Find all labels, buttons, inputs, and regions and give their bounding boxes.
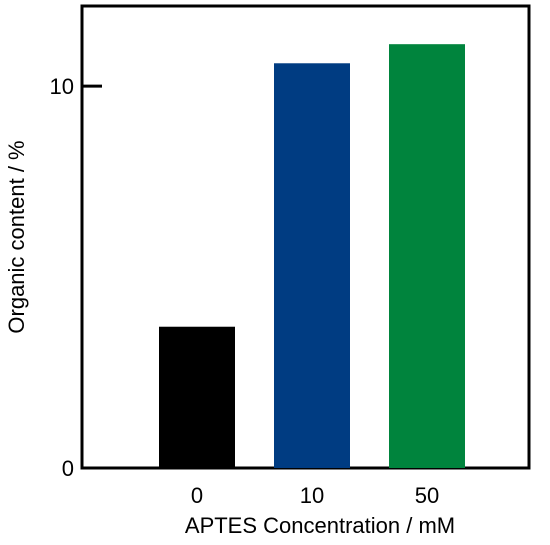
x-axis-label: APTES Concentration / mM <box>185 513 455 538</box>
x-tick-label-0: 0 <box>191 483 203 508</box>
y-axis-label: Organic content / % <box>4 140 29 333</box>
bar-10 <box>274 63 350 468</box>
y-tick-label-0: 0 <box>62 456 74 481</box>
x-tick-label-10: 10 <box>300 483 324 508</box>
y-ticks-group: 0 10 <box>50 74 102 481</box>
bar-0 <box>159 326 235 468</box>
y-tick-label-10: 10 <box>50 74 74 99</box>
bar-50 <box>389 44 465 468</box>
x-tick-label-50: 50 <box>415 483 439 508</box>
x-ticks-group: 0 10 50 <box>191 483 439 508</box>
bars-group <box>159 44 465 468</box>
